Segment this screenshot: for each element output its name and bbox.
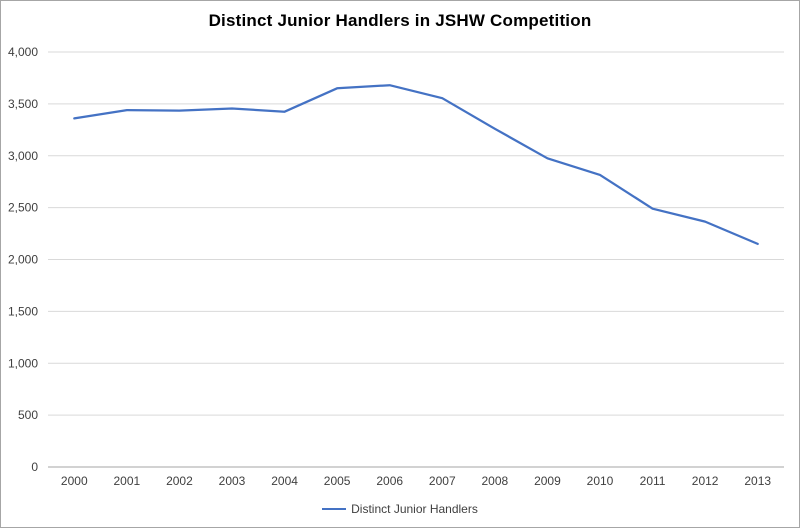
- x-tick-label: 2006: [376, 474, 403, 488]
- x-tick-label: 2002: [166, 474, 193, 488]
- x-tick-label: 2010: [587, 474, 614, 488]
- x-tick-label: 2009: [534, 474, 561, 488]
- x-tick-label: 2003: [219, 474, 246, 488]
- y-tick-label: 4,000: [8, 45, 38, 59]
- x-tick-label: 2000: [61, 474, 88, 488]
- y-tick-label: 0: [31, 460, 38, 474]
- y-tick-label: 3,000: [8, 149, 38, 163]
- x-tick-label: 2011: [640, 474, 666, 488]
- y-tick-label: 2,500: [8, 201, 38, 215]
- data-line-distinct-junior-handlers: [73, 84, 759, 246]
- x-tick-label: 2008: [482, 474, 509, 488]
- x-tick-label: 2005: [324, 474, 351, 488]
- x-tick-label: 2013: [744, 474, 771, 488]
- y-tick-label: 2,000: [8, 253, 38, 267]
- x-tick-label: 2007: [429, 474, 456, 488]
- y-tick-label: 1,500: [8, 304, 38, 318]
- x-tick-label: 2004: [271, 474, 298, 488]
- legend-line-marker: [322, 508, 347, 510]
- legend: Distinct Junior Handlers: [1, 502, 799, 516]
- legend-label: Distinct Junior Handlers: [351, 502, 478, 516]
- x-tick-label: 2012: [692, 474, 719, 488]
- y-tick-label: 3,500: [8, 97, 38, 111]
- x-tick-label: 2001: [114, 474, 141, 488]
- y-tick-label: 1,000: [8, 356, 38, 370]
- chart-title: Distinct Junior Handlers in JSHW Competi…: [208, 11, 592, 30]
- y-tick-label: 500: [18, 408, 38, 422]
